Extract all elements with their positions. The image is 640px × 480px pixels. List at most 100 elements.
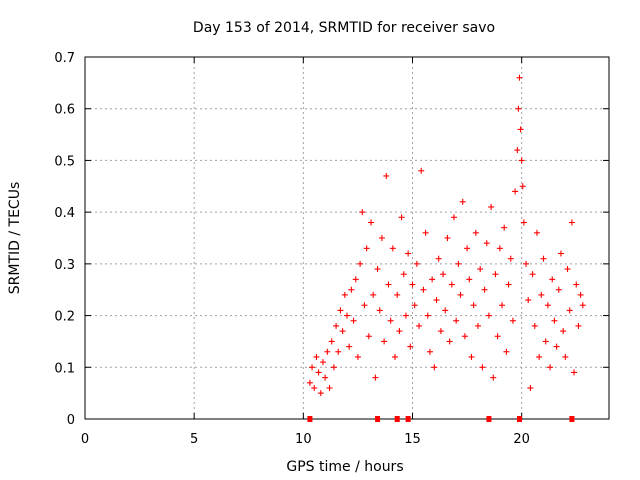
data-point	[324, 348, 331, 355]
data-point	[466, 276, 473, 283]
x-tick-label: 0	[81, 432, 89, 447]
data-point	[518, 157, 525, 164]
data-point	[402, 312, 409, 319]
data-point	[339, 328, 346, 335]
data-point	[374, 266, 381, 273]
data-point	[551, 317, 558, 324]
data-point	[503, 348, 510, 355]
data-point	[422, 229, 429, 236]
data-point	[512, 188, 519, 195]
data-point	[531, 322, 538, 329]
y-tick-label: 0.4	[54, 206, 75, 221]
data-point	[475, 322, 481, 329]
data-point	[435, 255, 442, 262]
data-point	[426, 348, 433, 355]
data-point	[496, 245, 503, 252]
axis-ticks	[84, 56, 609, 420]
data-point	[309, 364, 316, 371]
baseline-mark	[375, 416, 381, 422]
data-point	[409, 281, 416, 288]
data-point	[472, 229, 479, 236]
data-point	[499, 302, 506, 309]
baseline-mark	[405, 416, 411, 422]
data-point	[328, 338, 335, 345]
data-point	[319, 359, 326, 366]
data-point	[378, 235, 385, 241]
data-point	[509, 317, 516, 324]
data-point	[575, 322, 582, 329]
data-point	[346, 343, 353, 350]
data-point	[311, 384, 318, 391]
data-point	[468, 353, 475, 360]
baseline-marks	[307, 416, 575, 422]
data-point	[459, 198, 466, 205]
data-point	[357, 260, 364, 267]
data-point	[413, 260, 420, 267]
data-point	[455, 260, 462, 267]
y-axis-title: SRMTID / TECUs	[7, 182, 23, 295]
data-point	[515, 105, 522, 112]
data-point	[566, 307, 573, 314]
data-point	[483, 240, 490, 247]
data-point	[549, 276, 556, 283]
data-point	[389, 245, 396, 252]
data-point	[542, 338, 549, 345]
data-point	[507, 255, 514, 262]
data-point	[448, 281, 455, 288]
data-point	[337, 307, 344, 314]
data-point	[523, 260, 530, 267]
baseline-mark	[569, 416, 575, 422]
data-point	[453, 317, 460, 324]
data-point	[396, 328, 403, 335]
data-point	[442, 307, 449, 314]
data-point	[562, 353, 569, 360]
data-point	[368, 219, 375, 226]
data-point	[387, 317, 394, 324]
data-point	[519, 183, 526, 190]
data-point	[536, 353, 543, 360]
data-point	[553, 343, 560, 350]
data-point	[341, 291, 348, 298]
data-point	[557, 250, 564, 257]
data-point	[477, 266, 484, 273]
baseline-mark	[394, 416, 400, 422]
y-tick-label: 0.1	[54, 361, 75, 376]
data-point	[313, 353, 320, 360]
data-point	[501, 224, 508, 231]
data-point	[330, 364, 337, 371]
data-point	[564, 266, 571, 273]
data-point	[560, 328, 567, 335]
data-point	[568, 219, 575, 226]
data-point	[370, 291, 377, 298]
data-point	[431, 364, 438, 371]
data-point	[361, 302, 368, 309]
data-point	[394, 291, 401, 298]
data-point	[492, 271, 499, 278]
data-point	[429, 276, 436, 283]
data-point	[383, 172, 390, 179]
data-point	[547, 364, 554, 371]
data-point	[335, 348, 342, 355]
data-point	[488, 203, 495, 210]
data-point	[416, 322, 423, 329]
data-point	[461, 333, 468, 340]
data-point	[577, 291, 584, 298]
baseline-mark	[486, 416, 492, 422]
data-point	[505, 281, 512, 288]
data-point	[571, 369, 578, 376]
data-point	[527, 384, 534, 391]
baseline-mark	[516, 416, 522, 422]
data-point	[485, 312, 492, 319]
data-point	[437, 328, 444, 335]
data-point	[354, 353, 361, 360]
x-tick-labels: 0 5 10 15 20	[81, 432, 530, 447]
data-point	[520, 219, 527, 226]
data-point	[420, 286, 427, 293]
data-point	[392, 353, 399, 360]
data-point	[479, 364, 486, 371]
data-point	[433, 297, 440, 304]
data-point	[494, 333, 501, 340]
data-point	[317, 390, 324, 397]
data-point	[398, 214, 405, 221]
